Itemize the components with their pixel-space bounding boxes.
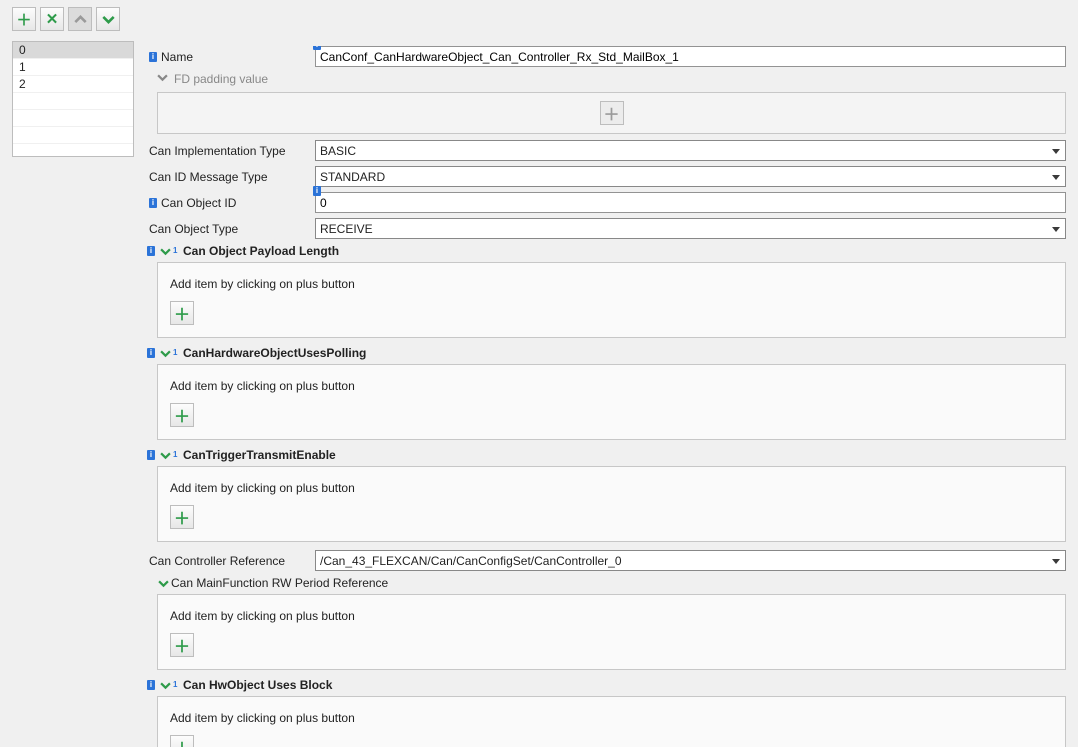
- origin-icon: 1: [173, 450, 181, 460]
- trigger-tx-box: Add item by clicking on plus button ＋: [157, 466, 1066, 542]
- info-icon: i: [149, 52, 157, 62]
- trigger-tx-header[interactable]: i 1 CanTriggerTransmitEnable: [147, 448, 1066, 462]
- chevron-down-icon: [159, 245, 171, 257]
- name-label: Name: [161, 50, 193, 64]
- chevron-down-icon: [157, 577, 169, 589]
- impl-type-label: Can Implementation Type: [149, 144, 286, 158]
- move-up-button: [68, 7, 92, 31]
- fd-padding-label: FD padding value: [174, 72, 268, 86]
- impl-type-value: BASIC: [320, 144, 356, 158]
- payload-length-box: Add item by clicking on plus button ＋: [157, 262, 1066, 338]
- chevron-down-icon: [157, 72, 168, 86]
- list-item[interactable]: 1: [13, 59, 133, 76]
- fd-padding-box: ＋: [157, 92, 1066, 134]
- ctrl-ref-value: /Can_43_FLEXCAN/Can/CanConfigSet/CanCont…: [320, 554, 622, 568]
- object-id-label: Can Object ID: [161, 196, 236, 210]
- chevron-down-icon: [159, 347, 171, 359]
- item-toolbar: ＋ ✕: [12, 7, 120, 31]
- object-id-input[interactable]: [315, 192, 1066, 213]
- add-fd-padding-button: ＋: [600, 101, 624, 125]
- move-down-button[interactable]: [96, 7, 120, 31]
- form-pane: i Name i FD padding value ＋ Can Implemen…: [147, 46, 1066, 747]
- polling-header[interactable]: i 1 CanHardwareObjectUsesPolling: [147, 346, 1066, 360]
- hw-uses-block-header[interactable]: i 1 Can HwObject Uses Block: [147, 678, 1066, 692]
- object-type-value: RECEIVE: [320, 222, 373, 236]
- id-msg-type-value: STANDARD: [320, 170, 385, 184]
- info-icon: i: [313, 46, 321, 50]
- hw-uses-block-label: Can HwObject Uses Block: [183, 678, 332, 692]
- list-item[interactable]: 0: [13, 42, 133, 59]
- info-icon: i: [147, 348, 155, 358]
- name-input[interactable]: [315, 46, 1066, 67]
- add-hint: Add item by clicking on plus button: [170, 481, 1053, 495]
- payload-length-header[interactable]: i 1 Can Object Payload Length: [147, 244, 1066, 258]
- object-type-select[interactable]: RECEIVE: [315, 218, 1066, 239]
- id-msg-type-label: Can ID Message Type: [149, 170, 268, 184]
- ctrl-ref-label: Can Controller Reference: [149, 554, 285, 568]
- info-icon: i: [147, 450, 155, 460]
- add-hint: Add item by clicking on plus button: [170, 609, 1053, 623]
- add-hint: Add item by clicking on plus button: [170, 379, 1053, 393]
- mainfn-box: Add item by clicking on plus button ＋: [157, 594, 1066, 670]
- info-icon: i: [149, 198, 157, 208]
- mainfn-header[interactable]: Can MainFunction RW Period Reference: [147, 576, 1066, 590]
- add-button[interactable]: ＋: [12, 7, 36, 31]
- id-msg-type-select[interactable]: STANDARD: [315, 166, 1066, 187]
- origin-icon: 1: [173, 246, 181, 256]
- remove-button[interactable]: ✕: [40, 7, 64, 31]
- polling-label: CanHardwareObjectUsesPolling: [183, 346, 366, 360]
- fd-padding-section[interactable]: FD padding value: [157, 72, 1066, 86]
- polling-box: Add item by clicking on plus button ＋: [157, 364, 1066, 440]
- chevron-down-icon: [102, 13, 115, 26]
- object-type-label: Can Object Type: [149, 222, 238, 236]
- hw-uses-block-box: Add item by clicking on plus button ＋: [157, 696, 1066, 747]
- add-hint: Add item by clicking on plus button: [170, 277, 1053, 291]
- add-hint: Add item by clicking on plus button: [170, 711, 1053, 725]
- ctrl-ref-select[interactable]: /Can_43_FLEXCAN/Can/CanConfigSet/CanCont…: [315, 550, 1066, 571]
- info-icon: i: [313, 186, 321, 196]
- trigger-tx-label: CanTriggerTransmitEnable: [183, 448, 336, 462]
- origin-icon: 1: [173, 348, 181, 358]
- chevron-up-icon: [74, 13, 87, 26]
- info-icon: i: [147, 680, 155, 690]
- add-trigger-tx-button[interactable]: ＋: [170, 505, 194, 529]
- add-payload-button[interactable]: ＋: [170, 301, 194, 325]
- list-item[interactable]: 2: [13, 76, 133, 93]
- chevron-down-icon: [159, 679, 171, 691]
- payload-length-label: Can Object Payload Length: [183, 244, 339, 258]
- impl-type-select[interactable]: BASIC: [315, 140, 1066, 161]
- chevron-down-icon: [159, 449, 171, 461]
- mainfn-label: Can MainFunction RW Period Reference: [171, 576, 388, 590]
- list-item[interactable]: [13, 110, 133, 127]
- list-item[interactable]: [13, 93, 133, 110]
- add-hw-uses-block-button[interactable]: ＋: [170, 735, 194, 747]
- add-polling-button[interactable]: ＋: [170, 403, 194, 427]
- index-list[interactable]: 0 1 2: [12, 41, 134, 157]
- list-item[interactable]: [13, 127, 133, 144]
- origin-icon: 1: [173, 680, 181, 690]
- add-mainfn-button[interactable]: ＋: [170, 633, 194, 657]
- info-icon: i: [147, 246, 155, 256]
